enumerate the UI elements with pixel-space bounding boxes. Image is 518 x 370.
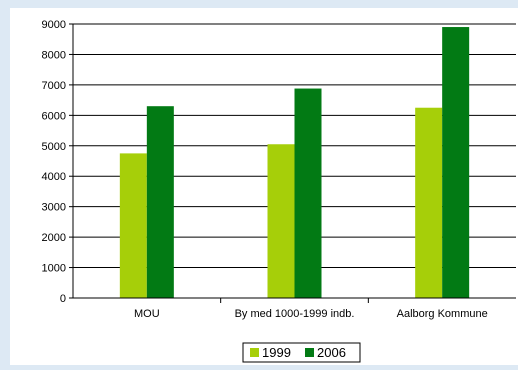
legend-swatch-1999 (250, 348, 259, 357)
y-tick-label: 2000 (42, 232, 66, 244)
y-tick-label: 1000 (42, 263, 66, 275)
legend-label-1999: 1999 (262, 345, 291, 360)
y-tick-label: 5000 (42, 141, 66, 153)
y-tick-label: 7000 (42, 80, 66, 92)
x-axis: MOU By med 1000-1999 indb. Aalborg Kommune (73, 297, 516, 320)
bar-1999-3 (415, 107, 443, 298)
y-tick-label: 9000 (42, 19, 66, 31)
y-tick-label: 3000 (42, 202, 66, 214)
bar-1999-2 (267, 144, 295, 298)
y-tick-label: 6000 (42, 110, 66, 122)
y-tick-label: 8000 (42, 49, 66, 61)
bar-2006-2 (294, 88, 322, 298)
legend: 1999 2006 (242, 342, 361, 363)
x-tick-label: Aalborg Kommune (397, 308, 488, 320)
bar-2006-3 (442, 27, 470, 299)
chart-frame: 0 1000 2000 3000 4000 5000 6000 7000 8000 9000 MO… (10, 8, 518, 365)
legend-box (242, 342, 361, 363)
y-tick-label: 4000 (42, 171, 66, 183)
legend-label-2006: 2006 (317, 345, 346, 360)
bar-chart: 0 1000 2000 3000 4000 5000 6000 7000 8000 9000 MO… (42, 19, 516, 363)
bar-2006-1 (146, 106, 174, 298)
bar-1999-1 (119, 153, 147, 298)
y-axis: 0 1000 2000 3000 4000 5000 6000 7000 8000 9000 (42, 19, 74, 305)
y-tick-label: 0 (60, 293, 66, 305)
x-tick-label: MOU (134, 308, 160, 320)
x-tick-label: By med 1000-1999 indb. (235, 308, 355, 320)
bars (119, 27, 470, 299)
legend-swatch-2006 (305, 348, 314, 357)
